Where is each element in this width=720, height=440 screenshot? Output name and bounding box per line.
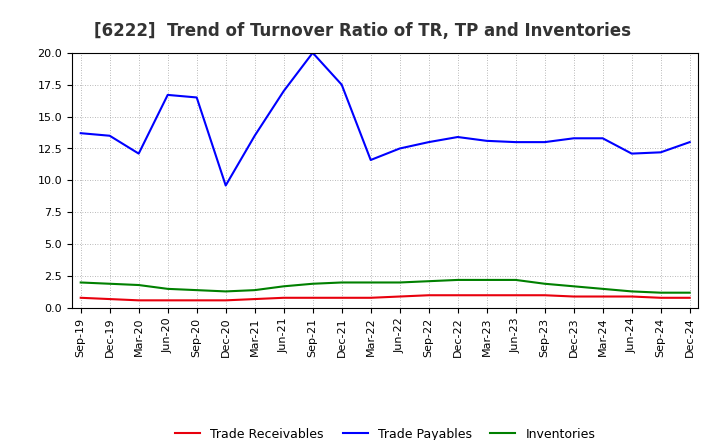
Trade Receivables bbox=[221, 298, 230, 303]
Inventories bbox=[627, 289, 636, 294]
Trade Receivables bbox=[541, 293, 549, 298]
Trade Receivables bbox=[454, 293, 462, 298]
Inventories bbox=[395, 280, 404, 285]
Trade Payables bbox=[338, 82, 346, 87]
Inventories bbox=[570, 284, 578, 289]
Line: Trade Payables: Trade Payables bbox=[81, 53, 690, 186]
Trade Receivables bbox=[163, 298, 172, 303]
Trade Payables bbox=[627, 151, 636, 156]
Trade Receivables bbox=[482, 293, 491, 298]
Trade Receivables bbox=[598, 294, 607, 299]
Inventories bbox=[105, 281, 114, 286]
Trade Receivables bbox=[366, 295, 375, 301]
Inventories bbox=[454, 277, 462, 282]
Trade Receivables bbox=[657, 295, 665, 301]
Inventories bbox=[163, 286, 172, 291]
Inventories bbox=[511, 277, 520, 282]
Trade Payables bbox=[454, 134, 462, 139]
Inventories bbox=[135, 282, 143, 288]
Trade Payables bbox=[570, 136, 578, 141]
Trade Payables bbox=[279, 88, 288, 94]
Inventories bbox=[366, 280, 375, 285]
Trade Payables bbox=[366, 158, 375, 163]
Legend: Trade Receivables, Trade Payables, Inventories: Trade Receivables, Trade Payables, Inven… bbox=[169, 422, 601, 440]
Trade Receivables bbox=[685, 295, 694, 301]
Trade Payables bbox=[308, 50, 317, 55]
Inventories bbox=[424, 279, 433, 284]
Trade Receivables bbox=[251, 297, 259, 302]
Trade Receivables bbox=[76, 295, 85, 301]
Line: Inventories: Inventories bbox=[81, 280, 690, 293]
Trade Receivables bbox=[395, 294, 404, 299]
Trade Payables bbox=[135, 151, 143, 156]
Trade Payables bbox=[395, 146, 404, 151]
Trade Receivables bbox=[627, 294, 636, 299]
Line: Trade Receivables: Trade Receivables bbox=[81, 295, 690, 301]
Trade Receivables bbox=[135, 298, 143, 303]
Trade Payables bbox=[511, 139, 520, 145]
Inventories bbox=[482, 277, 491, 282]
Text: [6222]  Trend of Turnover Ratio of TR, TP and Inventories: [6222] Trend of Turnover Ratio of TR, TP… bbox=[94, 22, 631, 40]
Inventories bbox=[338, 280, 346, 285]
Trade Receivables bbox=[511, 293, 520, 298]
Trade Payables bbox=[192, 95, 201, 100]
Trade Payables bbox=[657, 150, 665, 155]
Inventories bbox=[76, 280, 85, 285]
Trade Receivables bbox=[570, 294, 578, 299]
Trade Payables bbox=[76, 131, 85, 136]
Inventories bbox=[221, 289, 230, 294]
Trade Payables bbox=[541, 139, 549, 145]
Inventories bbox=[279, 284, 288, 289]
Trade Payables bbox=[598, 136, 607, 141]
Inventories bbox=[308, 281, 317, 286]
Trade Receivables bbox=[424, 293, 433, 298]
Trade Payables bbox=[424, 139, 433, 145]
Trade Receivables bbox=[105, 297, 114, 302]
Trade Payables bbox=[685, 139, 694, 145]
Trade Payables bbox=[482, 138, 491, 143]
Inventories bbox=[251, 287, 259, 293]
Trade Receivables bbox=[308, 295, 317, 301]
Trade Receivables bbox=[279, 295, 288, 301]
Trade Payables bbox=[221, 183, 230, 188]
Trade Payables bbox=[163, 92, 172, 98]
Trade Receivables bbox=[338, 295, 346, 301]
Trade Payables bbox=[105, 133, 114, 138]
Trade Receivables bbox=[192, 298, 201, 303]
Inventories bbox=[657, 290, 665, 295]
Inventories bbox=[598, 286, 607, 291]
Trade Payables bbox=[251, 133, 259, 138]
Inventories bbox=[685, 290, 694, 295]
Inventories bbox=[541, 281, 549, 286]
Inventories bbox=[192, 287, 201, 293]
